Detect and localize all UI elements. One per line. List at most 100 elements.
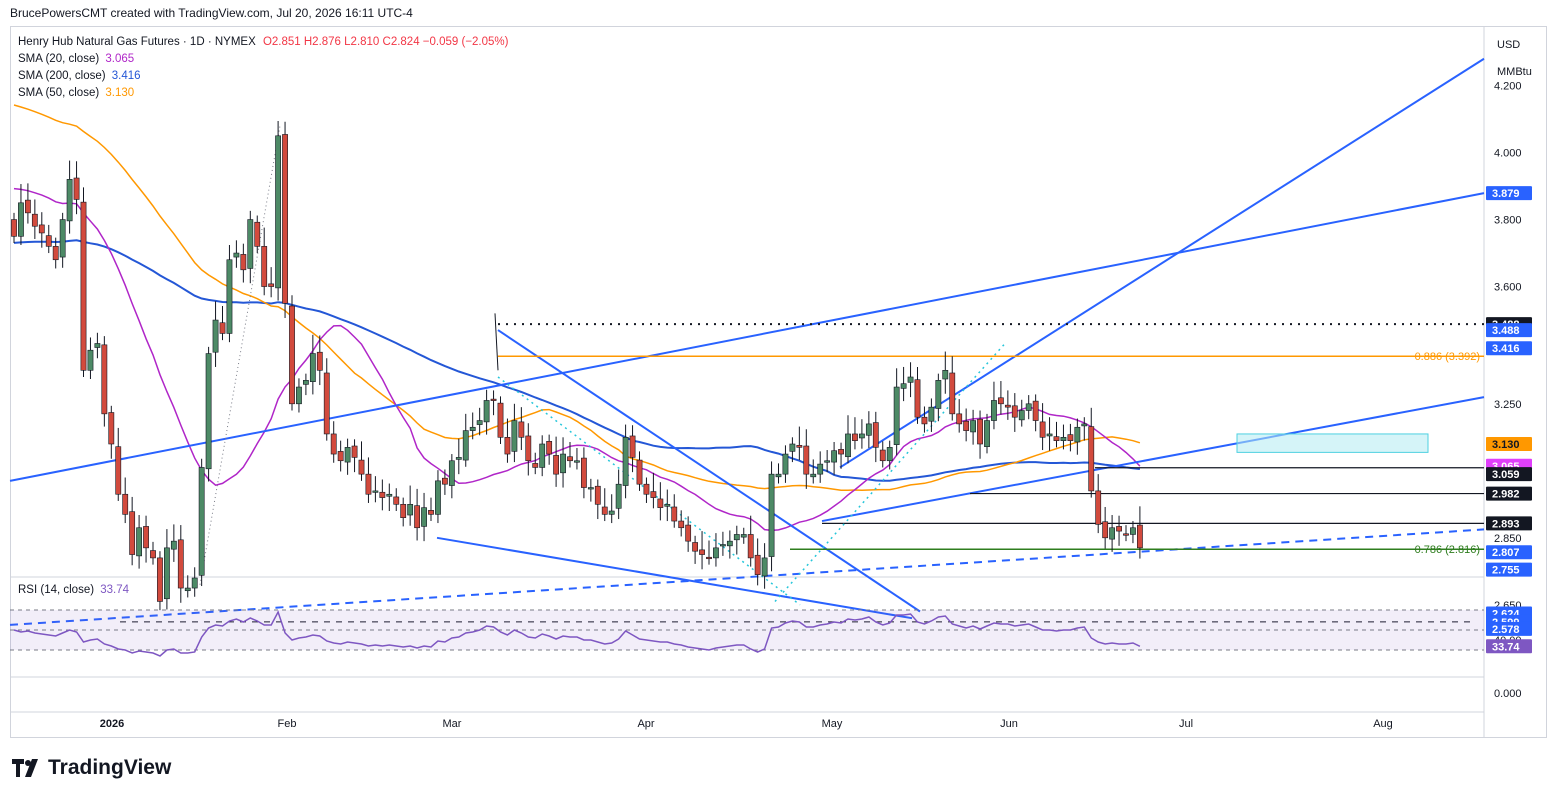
- candle: [518, 421, 525, 438]
- time-label: Feb: [278, 718, 297, 730]
- candle: [615, 483, 622, 509]
- candle: [365, 473, 372, 495]
- candle: [414, 505, 420, 529]
- currency-label: USD: [1497, 39, 1520, 51]
- candle: [469, 426, 476, 431]
- tradingview-logo[interactable]: TradingView: [12, 756, 171, 780]
- credit-line: BrucePowersCMT created with TradingView.…: [10, 6, 413, 20]
- symbol-label[interactable]: Henry Hub Natural Gas Futures · 1D · NYM…: [18, 36, 256, 48]
- sma50-line: [13, 104, 1141, 492]
- candle: [775, 473, 782, 478]
- candle: [1137, 524, 1143, 549]
- candle: [587, 487, 594, 490]
- candle: [441, 477, 448, 485]
- candles: [11, 121, 1143, 611]
- candle: [914, 379, 921, 418]
- time-label: 2026: [100, 718, 124, 730]
- candle: [184, 587, 191, 592]
- fib-886-label: 0.886 (3.392): [1415, 351, 1480, 363]
- price-badge: [1486, 323, 1532, 338]
- legend-sma200-row[interactable]: SMA (200, close) 3.416: [18, 68, 141, 84]
- candle: [254, 221, 261, 247]
- legend-sma20-row[interactable]: SMA (20, close) 3.065: [18, 51, 134, 67]
- candle: [733, 534, 740, 541]
- price-badge-label: 2.578: [1492, 624, 1520, 636]
- candle: [608, 510, 615, 515]
- price-tick-label: 3.600: [1494, 282, 1522, 294]
- long-trendline: [9, 192, 1485, 482]
- candle: [928, 406, 935, 422]
- candle: [560, 453, 566, 474]
- candle: [483, 400, 490, 423]
- price-badge: [1486, 639, 1532, 654]
- candle: [601, 506, 608, 515]
- candle: [740, 534, 747, 538]
- unit-label: MMBtu: [1497, 66, 1532, 78]
- candle: [45, 235, 52, 247]
- legend-sma50-row[interactable]: SMA (50, close) 3.130: [18, 85, 134, 101]
- candle: [553, 455, 559, 475]
- candle: [1060, 436, 1067, 441]
- candle: [170, 540, 177, 550]
- channel-lower-line: [821, 396, 1485, 523]
- candle: [921, 416, 928, 425]
- candle: [1102, 521, 1109, 539]
- candle: [80, 201, 87, 371]
- sma200-label: SMA (200, close): [18, 70, 106, 82]
- candle: [1018, 410, 1025, 421]
- sma20-line: [13, 187, 1141, 532]
- price-tick-label: 4.200: [1494, 81, 1522, 93]
- candle: [671, 506, 678, 522]
- candle: [782, 453, 789, 475]
- candle: [358, 459, 365, 475]
- candle: [831, 450, 837, 463]
- candle: [900, 383, 907, 389]
- candle: [761, 557, 768, 577]
- candle: [796, 445, 803, 448]
- candle: [59, 219, 66, 258]
- axes: USD MMBtu 4.200 4.000 3.800 3.600 3.250 2.850 2.…: [100, 39, 1532, 730]
- price-badge: [1486, 186, 1532, 201]
- overlay-lines: 0.886 (3.392) 0.786 (2.816): [9, 57, 1485, 626]
- candle: [219, 322, 226, 334]
- price-badge-label: 3.879: [1492, 188, 1520, 200]
- supply-zone: [1236, 433, 1429, 453]
- candle: [1004, 404, 1011, 408]
- candle: [1011, 405, 1018, 418]
- candle: [275, 135, 281, 289]
- candle: [379, 491, 386, 498]
- candle: [136, 527, 142, 557]
- candle: [1130, 527, 1136, 535]
- candle: [810, 473, 817, 478]
- candle: [594, 485, 601, 505]
- price-tick-label: 4.000: [1494, 148, 1522, 160]
- sma20-label: SMA (20, close): [18, 53, 100, 65]
- candle: [997, 397, 1004, 405]
- candle: [893, 386, 900, 445]
- price-badge: [1486, 486, 1532, 501]
- candle: [706, 556, 712, 560]
- candle: [94, 343, 101, 348]
- candle: [302, 380, 309, 385]
- price-badge: [1486, 562, 1532, 577]
- candle: [73, 177, 80, 200]
- price-badge: [1486, 621, 1532, 636]
- candle: [789, 443, 796, 452]
- price-badge: [1486, 341, 1532, 356]
- candle: [309, 353, 316, 382]
- candle: [24, 199, 31, 214]
- legend-rsi-row[interactable]: RSI (14, close) 33.74: [18, 582, 129, 598]
- candle: [428, 510, 434, 515]
- candle: [344, 447, 351, 463]
- time-label: Jul: [1179, 718, 1193, 730]
- candle: [1074, 426, 1081, 443]
- price-tick-label: 3.250: [1494, 399, 1522, 411]
- candle: [247, 219, 254, 269]
- time-label: Jun: [1000, 718, 1018, 730]
- candle: [949, 372, 956, 415]
- candle: [316, 351, 323, 371]
- candle: [664, 503, 671, 507]
- tradingview-logo-icon: [12, 759, 38, 777]
- price-badge-label: 2.755: [1492, 565, 1520, 577]
